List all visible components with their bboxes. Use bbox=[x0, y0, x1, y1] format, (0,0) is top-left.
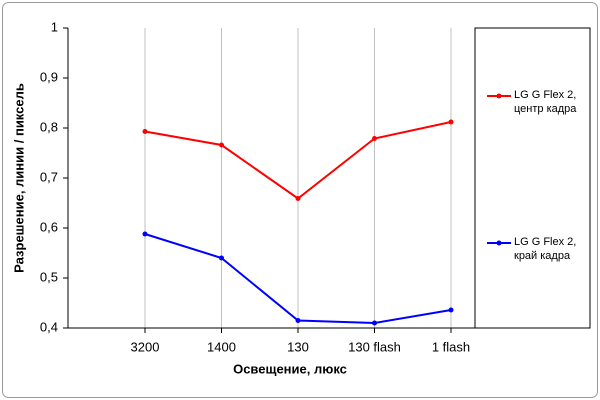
legend-label: LG G Flex 2, край кадра bbox=[514, 236, 577, 262]
data-point bbox=[142, 231, 148, 237]
data-point bbox=[295, 196, 301, 201]
data-point bbox=[372, 320, 377, 326]
y-axis-title: Разрешение, линии / пиксель bbox=[11, 83, 26, 273]
data-point bbox=[295, 318, 301, 323]
data-point bbox=[219, 255, 224, 261]
x-tick-label: 130 flash bbox=[348, 339, 401, 354]
legend-marker bbox=[496, 240, 502, 246]
x-tick-label: 130 bbox=[287, 339, 309, 354]
legend-box bbox=[474, 27, 591, 329]
data-point bbox=[142, 129, 148, 134]
y-tick-label: 0,4 bbox=[40, 319, 58, 334]
y-tick-label: 0,7 bbox=[40, 169, 58, 184]
x-tick-label: 3200 bbox=[131, 339, 160, 354]
y-tick-label: 0,8 bbox=[40, 119, 58, 134]
x-tick-label: 1 flash bbox=[432, 339, 470, 354]
data-point bbox=[219, 142, 224, 148]
data-point bbox=[448, 119, 454, 125]
y-tick-label: 0,5 bbox=[40, 269, 58, 284]
legend-label: LG G Flex 2, центр кадра bbox=[514, 89, 577, 115]
x-tick-label: 1400 bbox=[207, 339, 236, 354]
data-point bbox=[372, 136, 377, 141]
x-axis-title: Освещение, люкс bbox=[233, 361, 347, 376]
legend-marker bbox=[496, 93, 502, 99]
y-tick-label: 1 bbox=[51, 19, 58, 34]
y-tick-label: 0,9 bbox=[40, 69, 58, 84]
y-tick-label: 0,6 bbox=[40, 219, 58, 234]
data-point bbox=[448, 307, 454, 313]
